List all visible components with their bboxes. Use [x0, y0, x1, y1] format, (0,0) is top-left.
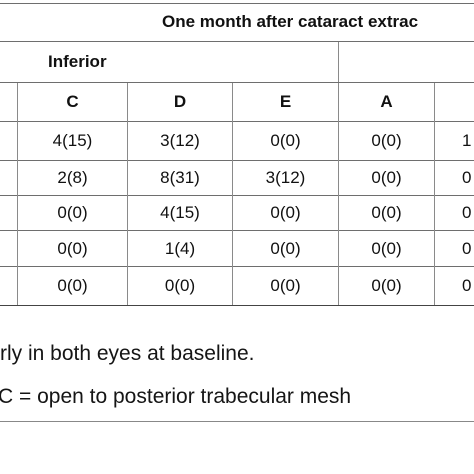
table-cell-clipped: 1	[462, 131, 472, 150]
table-cell: 0(0)	[164, 276, 196, 295]
table-cell: 0(0)	[57, 276, 88, 295]
table-cell-clipped: 0	[462, 238, 472, 258]
row-2-bottom-rule	[0, 195, 474, 196]
row-4-bottom-rule	[0, 266, 474, 267]
table-top-rule	[0, 3, 474, 4]
column-header-d: D	[173, 92, 187, 111]
table-cell: 0(0)	[371, 131, 402, 150]
table-cell: 4(15)	[52, 131, 93, 150]
column-divider-c-d	[127, 83, 128, 305]
table-cell: 0(0)	[270, 238, 301, 258]
table-cell: 0(0)	[270, 131, 301, 150]
table-cell: 0(0)	[371, 238, 402, 258]
table-cell: 8(31)	[160, 168, 200, 187]
table-cell: 1(4)	[164, 238, 196, 258]
left-column-divider	[17, 83, 18, 305]
row-1-bottom-rule	[0, 160, 474, 161]
row-3-bottom-rule	[0, 230, 474, 231]
subgroup-bottom-rule	[0, 82, 474, 83]
column-header-a: A	[380, 92, 393, 111]
table-cell: 0(0)	[371, 203, 402, 222]
table-cell: 3(12)	[265, 168, 306, 187]
column-header-c: C	[66, 92, 79, 111]
table-cell: 0(0)	[270, 203, 301, 222]
table-cell: 0(0)	[270, 276, 301, 295]
table-title: One month after cataract extrac	[162, 12, 419, 31]
table-cell: 0(0)	[371, 276, 402, 295]
table-cell: 3(12)	[160, 131, 200, 150]
table-cell: 0(0)	[371, 168, 402, 187]
table-cell-clipped: 0	[462, 276, 472, 295]
footnote-line-1: rly in both eyes at baseline.	[0, 342, 255, 365]
table-cell: 4(15)	[160, 203, 200, 222]
column-header-e: E	[279, 92, 292, 111]
subgroup-divider	[338, 42, 339, 82]
table-cell-clipped: 0	[462, 168, 472, 187]
table-bottom-rule	[0, 305, 474, 306]
footnote-bottom-rule	[0, 421, 474, 422]
table-cell: 0(0)	[57, 238, 88, 258]
column-divider-e-a	[338, 83, 339, 305]
footnote-line-2: C = open to posterior trabecular mesh	[0, 385, 352, 408]
subgroup-label-inferior: Inferior	[48, 52, 107, 71]
title-bottom-rule	[0, 41, 474, 42]
column-header-bottom-rule	[0, 121, 474, 122]
column-divider-a-next	[434, 83, 435, 305]
table-cell-clipped: 0	[462, 203, 472, 222]
table-cell: 0(0)	[57, 203, 88, 222]
table-cell: 2(8)	[57, 168, 88, 187]
column-divider-d-e	[232, 83, 233, 305]
